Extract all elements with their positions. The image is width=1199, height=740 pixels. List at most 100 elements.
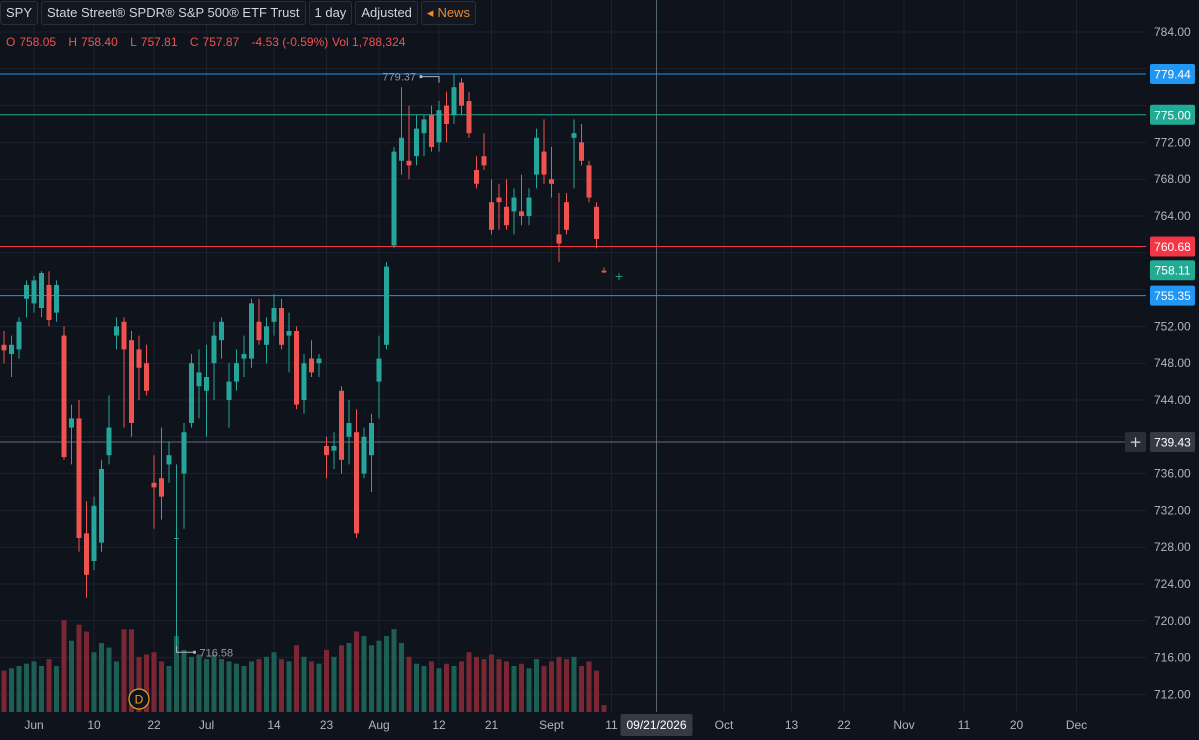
symbol-name[interactable]: State Street® SPDR® S&P 500® ETF Trust <box>41 1 306 25</box>
volume-bar <box>594 670 599 712</box>
volume-bar <box>136 656 142 712</box>
time-tick-label: Jul <box>199 718 214 732</box>
candle-body <box>46 285 52 320</box>
price-tick-label: 728.00 <box>1154 540 1191 554</box>
volume-bar <box>586 661 592 712</box>
candle-body <box>579 142 584 161</box>
volume-bar <box>204 659 209 712</box>
price-lines <box>0 0 1146 712</box>
open-value: 758.05 <box>19 35 57 49</box>
candle-body <box>519 211 524 216</box>
time-tick-label: 21 <box>485 718 499 732</box>
price-badge <box>1150 104 1195 125</box>
candle-body <box>181 432 187 474</box>
candle-body <box>69 418 74 428</box>
adjustment-button[interactable]: Adjusted <box>355 1 418 25</box>
volume-bar <box>316 663 322 712</box>
candle-body <box>204 377 209 391</box>
volume-bar <box>331 656 337 712</box>
candle-body <box>1 344 7 351</box>
symbol-button[interactable]: SPY <box>0 1 39 25</box>
candle-body <box>541 151 547 175</box>
time-tick-label: 12 <box>432 718 446 732</box>
candle-body <box>294 331 299 405</box>
price-tick-label: 716.00 <box>1154 651 1191 665</box>
candle-body <box>339 390 344 460</box>
volume-bar <box>39 666 44 712</box>
volume-bar <box>391 629 397 712</box>
volume-bar <box>541 666 547 712</box>
candle-body <box>76 418 82 538</box>
volume-bar <box>1 670 7 712</box>
volume-bar <box>361 636 367 712</box>
price-tick-label: 720.00 <box>1154 614 1191 628</box>
volume-bar <box>549 661 554 712</box>
dividend-marker <box>128 688 150 710</box>
news-button[interactable]: ◂ News <box>420 1 476 25</box>
volume-bar <box>339 645 344 712</box>
candle-body <box>451 87 457 115</box>
ohlc-legend: O 758.05 H 758.40 L 757.81 C 757.87 -4.53 (-… <box>6 35 337 49</box>
volume-bar <box>196 654 202 712</box>
volume-bar <box>556 656 562 712</box>
candle-body <box>219 321 224 341</box>
volume-bar <box>564 659 569 712</box>
price-tick-label: 724.00 <box>1154 577 1191 591</box>
candle-body <box>31 280 37 304</box>
volume-bar <box>16 666 22 712</box>
price-badge-label: 775.00 <box>1154 108 1191 122</box>
interval-button[interactable]: 1 day <box>308 1 353 25</box>
candle-body <box>309 358 314 373</box>
candle-body <box>481 156 487 166</box>
high-annotation-leader <box>421 76 440 83</box>
price-tick-label: 772.00 <box>1154 135 1191 149</box>
candle-body <box>61 335 67 458</box>
candle-body <box>16 321 22 350</box>
price-badge <box>1150 260 1195 281</box>
volume-bar <box>61 620 67 712</box>
volume-bar <box>189 656 194 712</box>
time-tick-label: 11 <box>605 718 618 732</box>
volume-bar <box>504 661 509 712</box>
candle-body <box>601 270 607 273</box>
candle-body <box>324 446 329 456</box>
volume-bar <box>369 645 374 712</box>
volume-bar <box>84 631 89 712</box>
candle-body <box>436 110 442 143</box>
candle-body <box>196 372 202 387</box>
volume-bar <box>444 663 449 712</box>
volume-bar <box>226 661 232 712</box>
volume-bar <box>121 629 127 712</box>
time-tick-label: 22 <box>147 718 161 732</box>
volume-bar <box>429 661 434 712</box>
price-badge <box>1150 285 1195 306</box>
price-tick-label: 712.00 <box>1154 687 1191 701</box>
volume-bar <box>256 659 262 712</box>
candle-body <box>279 308 284 345</box>
volume-legend: Vol 1,788,324 <box>332 35 405 49</box>
volume-bar <box>481 659 487 712</box>
price-axis[interactable]: 784.00 772.00 768.00 764.00 752.00 748.00 744.… <box>1154 25 1191 701</box>
volume-bar <box>376 640 382 712</box>
candle-body <box>166 455 172 465</box>
time-tick-label: Dec <box>1066 718 1087 732</box>
candle-body <box>256 321 262 341</box>
time-tick-label: 14 <box>267 718 281 732</box>
time-tick-label: Aug <box>368 718 389 732</box>
volume-bar <box>421 666 427 712</box>
price-tick-label: 744.00 <box>1154 393 1191 407</box>
time-tick-label: Sept <box>539 718 564 732</box>
crosshair-date-badge <box>620 714 693 736</box>
candle-body <box>489 202 494 230</box>
time-axis[interactable]: Jun 10 22 Jul 14 23 Aug 12 21 Sept 11 Oct 13 22 Nov 11 2… <box>24 714 1087 736</box>
candle-body <box>354 432 359 534</box>
candle-body <box>459 82 464 106</box>
candle-body <box>331 446 337 451</box>
time-tick-label: 23 <box>320 718 334 732</box>
price-badge-label: 760.68 <box>1154 240 1191 254</box>
low-annotation-label: 716.58 <box>200 647 234 659</box>
volume-bar <box>249 661 254 712</box>
candle-body <box>466 101 472 134</box>
candle-body <box>301 363 307 400</box>
